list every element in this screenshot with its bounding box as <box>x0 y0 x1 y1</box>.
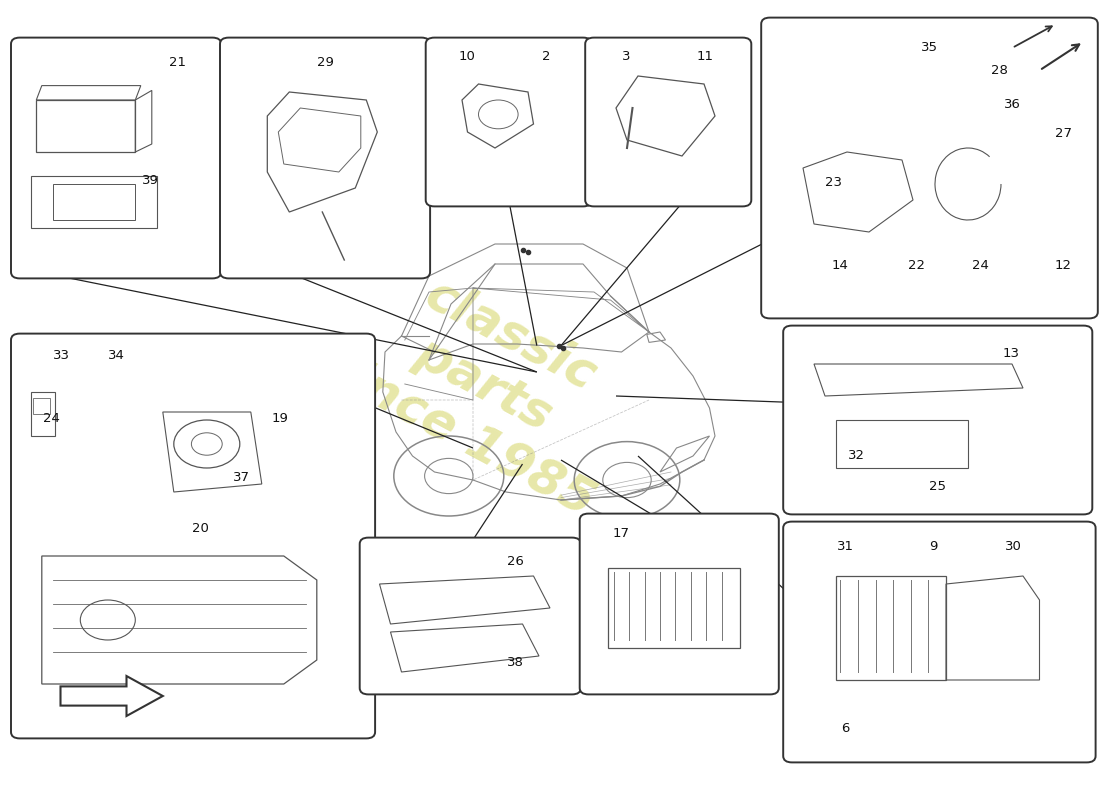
Text: 19: 19 <box>272 412 288 425</box>
Text: 23: 23 <box>825 176 843 189</box>
FancyBboxPatch shape <box>360 538 581 694</box>
Text: 39: 39 <box>142 174 160 187</box>
Bar <box>33 398 50 414</box>
Text: 33: 33 <box>53 349 70 362</box>
Bar <box>836 420 968 468</box>
Polygon shape <box>60 676 163 716</box>
Bar <box>608 568 740 648</box>
Text: 13: 13 <box>1002 346 1019 360</box>
FancyBboxPatch shape <box>580 514 779 694</box>
Text: 25: 25 <box>930 480 946 494</box>
FancyBboxPatch shape <box>783 522 1096 762</box>
Text: 26: 26 <box>507 554 524 568</box>
Text: 35: 35 <box>921 41 938 54</box>
Bar <box>31 392 55 436</box>
Text: 31: 31 <box>837 540 854 553</box>
Text: 11: 11 <box>697 50 714 63</box>
Text: 27: 27 <box>1055 127 1072 140</box>
Text: 30: 30 <box>1004 540 1022 553</box>
Text: 9: 9 <box>930 540 937 553</box>
FancyBboxPatch shape <box>11 334 375 738</box>
Text: 37: 37 <box>233 470 250 484</box>
Text: 21: 21 <box>169 56 186 69</box>
FancyBboxPatch shape <box>220 38 430 278</box>
Text: 12: 12 <box>1055 259 1072 273</box>
Text: 20: 20 <box>191 522 208 534</box>
Text: 3: 3 <box>623 50 631 63</box>
Text: 38: 38 <box>507 655 524 669</box>
FancyBboxPatch shape <box>585 38 751 206</box>
FancyBboxPatch shape <box>783 326 1092 514</box>
Text: 22: 22 <box>909 259 925 273</box>
Text: 34: 34 <box>109 349 125 362</box>
FancyBboxPatch shape <box>11 38 221 278</box>
Text: 32: 32 <box>848 449 865 462</box>
Text: classic
parts
since 1985: classic parts since 1985 <box>314 242 654 526</box>
Bar <box>53 184 135 220</box>
FancyBboxPatch shape <box>761 18 1098 318</box>
Text: 10: 10 <box>459 50 475 63</box>
Text: 24: 24 <box>43 412 59 425</box>
Text: 28: 28 <box>991 63 1008 77</box>
Text: 2: 2 <box>541 50 550 63</box>
Bar <box>836 576 946 680</box>
Text: 24: 24 <box>972 259 989 273</box>
FancyBboxPatch shape <box>426 38 592 206</box>
Text: 6: 6 <box>840 722 849 735</box>
Text: 36: 36 <box>1004 98 1021 111</box>
Bar <box>31 176 157 228</box>
Text: 29: 29 <box>317 56 333 69</box>
Text: 14: 14 <box>832 259 848 273</box>
Text: 17: 17 <box>613 527 629 540</box>
